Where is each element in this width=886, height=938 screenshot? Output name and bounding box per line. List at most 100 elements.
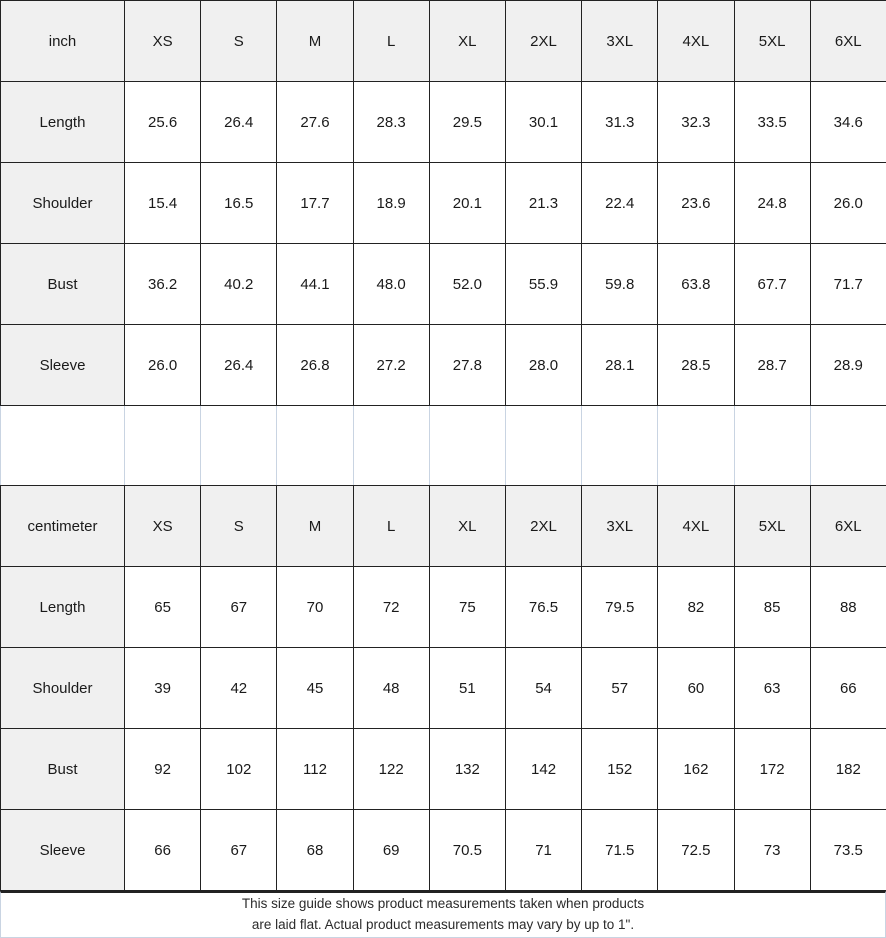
- row-label-sleeve: Sleeve: [0, 809, 125, 891]
- cell-inch-length-l: 28.3: [352, 81, 430, 163]
- cell-inch-bust-l: 48.0: [352, 243, 430, 325]
- cell-inch-shoulder-5xl: 24.8: [733, 162, 811, 244]
- cell-cm-bust-6xl: 182: [809, 728, 886, 810]
- cell-inch-sleeve-4xl: 28.5: [657, 324, 735, 406]
- spacer-cell: [200, 406, 278, 485]
- cell-inch-shoulder-l: 18.9: [352, 162, 430, 244]
- cell-cm-bust-4xl: 162: [657, 728, 735, 810]
- table-spacer-band: [0, 406, 886, 485]
- table-row: Length 65 67 70 72 75 76.5 79.5 82 85 88: [0, 566, 886, 648]
- size-header-l: L: [352, 485, 430, 567]
- spacer-cell: [657, 406, 735, 485]
- cell-inch-bust-2xl: 55.9: [504, 243, 583, 325]
- cell-inch-shoulder-6xl: 26.0: [809, 162, 886, 244]
- spacer-cell: [0, 406, 125, 485]
- cell-cm-length-xs: 65: [123, 566, 202, 648]
- spacer-cell: [276, 406, 354, 485]
- cell-cm-sleeve-3xl: 71.5: [581, 809, 659, 891]
- cell-inch-length-3xl: 31.3: [581, 81, 659, 163]
- cell-inch-sleeve-xl: 27.8: [428, 324, 506, 406]
- size-header-s: S: [200, 0, 278, 82]
- cell-cm-length-l: 72: [352, 566, 430, 648]
- cell-cm-shoulder-m: 45: [276, 647, 354, 729]
- cell-cm-sleeve-m: 68: [276, 809, 354, 891]
- cell-cm-shoulder-xs: 39: [123, 647, 202, 729]
- size-header-4xl: 4XL: [657, 0, 735, 82]
- row-label-length: Length: [0, 566, 125, 648]
- table-row: Shoulder 15.4 16.5 17.7 18.9 20.1 21.3 2…: [0, 162, 886, 244]
- cell-cm-length-xl: 75: [428, 566, 506, 648]
- cell-inch-shoulder-m: 17.7: [276, 162, 354, 244]
- cell-inch-bust-s: 40.2: [200, 243, 278, 325]
- cell-inch-bust-xl: 52.0: [428, 243, 506, 325]
- spacer-cell: [504, 406, 583, 485]
- cell-cm-shoulder-2xl: 54: [504, 647, 583, 729]
- size-header-xs: XS: [123, 485, 202, 567]
- size-header-m: M: [276, 485, 354, 567]
- cell-cm-bust-3xl: 152: [581, 728, 659, 810]
- cell-inch-sleeve-5xl: 28.7: [733, 324, 811, 406]
- size-header-6xl: 6XL: [809, 0, 886, 82]
- cell-cm-sleeve-4xl: 72.5: [657, 809, 735, 891]
- cell-inch-length-5xl: 33.5: [733, 81, 811, 163]
- cell-cm-bust-s: 102: [200, 728, 278, 810]
- unit-header-centimeter: centimeter: [0, 485, 125, 567]
- row-label-shoulder: Shoulder: [0, 162, 125, 244]
- cell-cm-length-2xl: 76.5: [504, 566, 583, 648]
- size-header-5xl: 5XL: [733, 0, 811, 82]
- spacer-cell: [581, 406, 659, 485]
- cell-cm-shoulder-l: 48: [352, 647, 430, 729]
- table-header-row: centimeter XS S M L XL 2XL 3XL 4XL 5XL 6…: [0, 485, 886, 567]
- row-label-bust: Bust: [0, 728, 125, 810]
- cell-inch-sleeve-xs: 26.0: [123, 324, 202, 406]
- row-label-bust: Bust: [0, 243, 125, 325]
- size-header-2xl: 2XL: [504, 0, 583, 82]
- cell-inch-length-s: 26.4: [200, 81, 278, 163]
- cell-inch-length-xs: 25.6: [123, 81, 202, 163]
- note-line-1: This size guide shows product measuremen…: [241, 896, 645, 912]
- size-header-5xl: 5XL: [733, 485, 811, 567]
- cell-inch-shoulder-4xl: 23.6: [657, 162, 735, 244]
- row-label-sleeve: Sleeve: [0, 324, 125, 406]
- cell-cm-sleeve-5xl: 73: [733, 809, 811, 891]
- cell-inch-sleeve-s: 26.4: [200, 324, 278, 406]
- row-label-length: Length: [0, 81, 125, 163]
- size-guide-note: This size guide shows product measuremen…: [0, 891, 886, 938]
- cell-inch-bust-3xl: 59.8: [581, 243, 659, 325]
- cell-cm-bust-xl: 132: [428, 728, 506, 810]
- spacer-row: [0, 406, 886, 485]
- cell-inch-shoulder-2xl: 21.3: [504, 162, 583, 244]
- unit-header-inch: inch: [0, 0, 125, 82]
- cell-cm-sleeve-l: 69: [352, 809, 430, 891]
- table-row: Sleeve 66 67 68 69 70.5 71 71.5 72.5 73 …: [0, 809, 886, 891]
- cell-inch-bust-5xl: 67.7: [733, 243, 811, 325]
- cell-inch-shoulder-xs: 15.4: [123, 162, 202, 244]
- spacer-cell: [352, 406, 430, 485]
- cell-inch-shoulder-xl: 20.1: [428, 162, 506, 244]
- cell-inch-length-m: 27.6: [276, 81, 354, 163]
- size-header-xs: XS: [123, 0, 202, 82]
- spacer-cell: [733, 406, 811, 485]
- spacer-cell: [123, 406, 202, 485]
- size-header-6xl: 6XL: [809, 485, 886, 567]
- size-header-s: S: [200, 485, 278, 567]
- cell-cm-length-3xl: 79.5: [581, 566, 659, 648]
- cell-inch-length-4xl: 32.3: [657, 81, 735, 163]
- cell-inch-bust-4xl: 63.8: [657, 243, 735, 325]
- cell-inch-sleeve-m: 26.8: [276, 324, 354, 406]
- note-text: This size guide shows product measuremen…: [242, 894, 644, 936]
- cell-cm-sleeve-s: 67: [200, 809, 278, 891]
- cell-inch-sleeve-3xl: 28.1: [581, 324, 659, 406]
- size-header-3xl: 3XL: [581, 485, 659, 567]
- cell-cm-sleeve-6xl: 73.5: [809, 809, 886, 891]
- size-table-centimeter: centimeter XS S M L XL 2XL 3XL 4XL 5XL 6…: [0, 485, 886, 891]
- cell-inch-length-xl: 29.5: [428, 81, 506, 163]
- table-row: Bust 92 102 112 122 132 142 152 162 172 …: [0, 728, 886, 810]
- cell-cm-shoulder-s: 42: [200, 647, 278, 729]
- size-header-xl: XL: [428, 0, 506, 82]
- size-header-m: M: [276, 0, 354, 82]
- cell-inch-sleeve-6xl: 28.9: [809, 324, 886, 406]
- cell-cm-shoulder-3xl: 57: [581, 647, 659, 729]
- cell-cm-length-m: 70: [276, 566, 354, 648]
